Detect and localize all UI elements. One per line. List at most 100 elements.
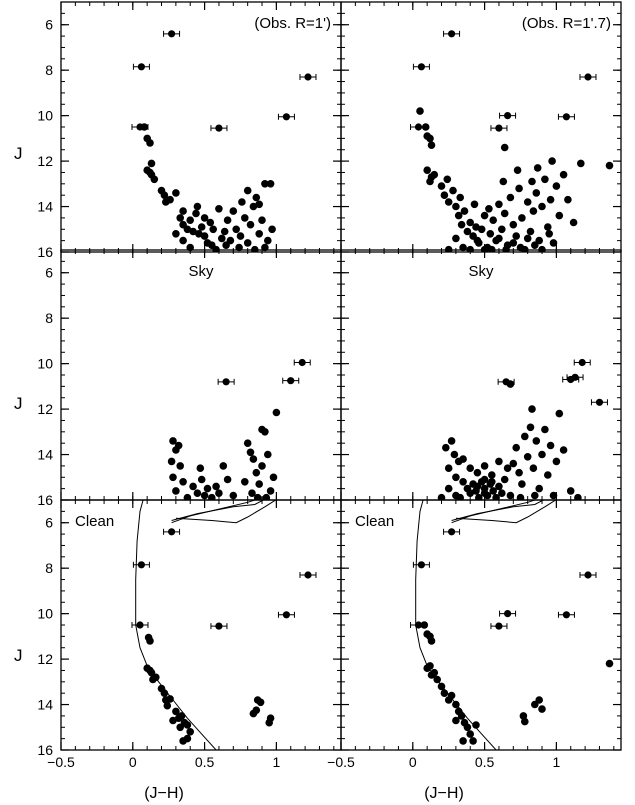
star-point (261, 180, 269, 188)
x-tick-label: 0.5 (475, 754, 495, 770)
star-point (466, 730, 475, 738)
panel-label: (Obs. R=1'.7) (522, 15, 611, 32)
star-point (444, 198, 453, 206)
star-point (215, 124, 223, 132)
star-point (503, 464, 512, 473)
panel-data (410, 30, 614, 252)
isochrone-giant-branch (451, 500, 545, 521)
y-tick-label: 12 (37, 153, 53, 169)
star-point (457, 712, 466, 720)
y-tick-label: 14 (37, 697, 53, 713)
star-point (555, 211, 564, 220)
star-point (304, 571, 312, 579)
star-point (179, 478, 187, 486)
star-point (584, 73, 592, 81)
star-point (480, 211, 489, 220)
star-point (512, 232, 520, 240)
star-point (489, 216, 498, 224)
star-point (232, 225, 240, 234)
star-point (532, 189, 541, 197)
star-point (538, 705, 546, 713)
star-point (430, 170, 439, 179)
panel-data (131, 500, 317, 750)
star-point (450, 450, 459, 459)
star-point (463, 723, 472, 732)
star-point (523, 198, 532, 206)
star-point (255, 230, 263, 238)
star-point (437, 182, 446, 190)
star-point (448, 30, 456, 38)
star-point (168, 30, 176, 38)
star-point (521, 432, 529, 441)
star-point (448, 528, 456, 536)
y-tick-label: 10 (37, 108, 53, 124)
star-point (172, 189, 180, 197)
star-point-errorbar (410, 123, 428, 131)
star-point (243, 439, 252, 448)
star-point (549, 491, 558, 500)
star-point (208, 241, 216, 249)
star-point (149, 675, 157, 684)
star-point (262, 493, 271, 500)
panel-frame (340, 249, 622, 501)
star-point (423, 166, 432, 174)
star-point (189, 482, 197, 491)
panel-frame (60, 499, 342, 751)
star-point (179, 236, 187, 245)
star-point (236, 232, 245, 240)
y-tick-label: 8 (45, 560, 53, 576)
star-point (495, 622, 503, 630)
isochrone-giant-branch (171, 500, 265, 521)
star-point (176, 462, 184, 470)
star-point (168, 528, 176, 536)
star-point (193, 489, 202, 498)
star-point-errorbar (293, 358, 311, 367)
star-point (414, 621, 423, 629)
star-point (567, 375, 575, 384)
star-point (208, 493, 216, 500)
star-point (215, 205, 223, 213)
star-point (215, 622, 223, 630)
star-point (229, 207, 238, 215)
panel-data (410, 500, 614, 750)
star-point (426, 134, 434, 143)
star-point (512, 443, 520, 452)
x-tick-label: 1 (272, 754, 280, 770)
star-point (258, 216, 266, 224)
panel-label: Clean (75, 513, 114, 530)
star-point (193, 202, 202, 211)
star-point (559, 446, 568, 454)
star-point (475, 493, 483, 500)
star-point (564, 195, 572, 204)
star-point (584, 571, 592, 579)
star-point (459, 478, 467, 486)
star-point (552, 182, 561, 190)
star-point (449, 186, 457, 195)
y-tick-label: 10 (37, 606, 53, 622)
star-point (454, 211, 463, 220)
x-tick-label: −0.5 (327, 754, 355, 770)
star-point (544, 223, 552, 231)
star-point (466, 464, 475, 473)
star-point-errorbar (499, 610, 517, 618)
panel-4: Sky (340, 249, 622, 501)
star-point (229, 491, 238, 500)
star-point (174, 441, 183, 450)
star-point (473, 482, 482, 491)
star-point (160, 191, 169, 199)
star-point (222, 241, 230, 249)
star-point (258, 462, 266, 470)
star-point-errorbar (490, 622, 508, 630)
star-point (246, 220, 255, 229)
star-point (452, 716, 460, 725)
star-point (532, 437, 541, 445)
star-point (222, 378, 230, 386)
star-point (136, 123, 144, 131)
star-point (206, 218, 215, 227)
star-point (473, 468, 482, 477)
star-point (495, 200, 503, 209)
star-point (172, 487, 180, 495)
star-point (444, 464, 453, 473)
star-point (160, 689, 169, 697)
star-point (495, 234, 503, 243)
